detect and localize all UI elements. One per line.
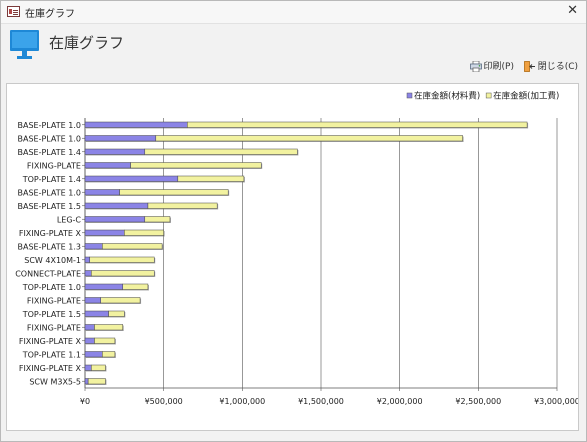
category-label: TOP-PLATE 1.5 [22,310,81,319]
bar-segment [155,135,463,142]
bar-segment [84,135,157,142]
x-tick-label: ¥1,000,000 [219,397,265,406]
print-button-label: 印刷(P) [483,62,514,72]
bar-segment [119,189,229,196]
x-tick-label: ¥2,000,000 [377,397,423,406]
category-label: LEG-C [57,215,82,224]
category-label: FIXING-PLATE X [19,229,82,238]
bar-segment [84,148,146,155]
bar-segment [84,364,92,371]
x-tick-label: ¥1,500,000 [298,397,344,406]
category-label: BASE-PLATE 1.5 [17,202,81,211]
category-label: FIXING-PLATE X [19,337,82,346]
window-title: 在庫グラフ [25,9,75,20]
close-report-button[interactable]: 閉じる(C) [523,59,578,72]
legend-label: 在庫金額(加工費) [493,91,559,102]
bar-segment [84,243,103,250]
bar-segment [91,270,155,277]
bar-segment [144,216,171,223]
x-tick-label: ¥0 [80,397,90,406]
bar-segment [84,378,89,385]
category-label: BASE-PLATE 1.0 [17,121,81,130]
category-label: SCW 4X10M-1 [24,256,81,265]
title-bar: 在庫グラフ ✕ [1,1,586,24]
legend-swatch [406,92,413,99]
bar-segment [84,202,149,209]
form-icon [7,6,20,17]
bar-segment [84,175,179,182]
monitor-icon [10,30,39,59]
window-close-button[interactable]: ✕ [567,3,578,18]
bar-segment [124,229,164,236]
bar-segment [94,337,116,344]
bar-segment [84,162,131,169]
print-button[interactable]: 印刷(P) [469,59,514,72]
bar-segment [84,216,146,223]
category-label: CONNECT-PLATE [15,269,81,278]
legend-swatch [485,92,492,99]
bar-segment [102,351,116,358]
category-label: FIXING-PLATE X [19,364,82,373]
bar-segment [102,243,163,250]
bar-segment [84,270,92,277]
bar-segment [84,256,90,263]
report-header: 在庫グラフ [1,24,586,61]
category-label: FIXING-PLATE [27,161,81,170]
x-tick-label: ¥2,500,000 [455,397,501,406]
category-label: FIXING-PLATE [27,323,81,332]
bar-segment [108,310,125,317]
chart-svg: 在庫金額(材料費) 在庫金額(加工費) ¥0 ¥500,000 ¥1,000,000 ¥1… [15,91,578,407]
printer-icon [469,61,482,72]
bar-segment [177,175,245,182]
bar-segment [84,121,188,128]
bar-segment [87,378,106,385]
bar-segment [130,162,262,169]
category-label: SCW M3X5-5 [29,377,81,386]
inventory-chart: 在庫金額(材料費) 在庫金額(加工費) ¥0 ¥500,000 ¥1,000,000 ¥1… [6,83,579,431]
bar-segment [91,364,106,371]
page-title: 在庫グラフ [49,34,125,52]
bar-segment [84,189,120,196]
category-label: TOP-PLATE 1.0 [22,283,81,292]
bar-segment [84,297,101,304]
category-label: BASE-PLATE 1.0 [17,188,81,197]
bar-segment [94,324,124,331]
category-label: BASE-PLATE 1.0 [17,134,81,143]
close-report-button-label: 閉じる(C) [537,62,578,72]
category-label: BASE-PLATE 1.3 [17,242,81,251]
category-label: TOP-PLATE 1.1 [22,350,81,359]
bar-segment [187,121,528,128]
bar-segment [84,351,103,358]
exit-door-icon [523,61,535,72]
bar-segment [147,202,218,209]
bar-segment [84,229,125,236]
bar-segment [84,283,124,290]
category-label: BASE-PLATE 1.4 [17,148,81,157]
category-label: TOP-PLATE 1.4 [22,175,81,184]
bar-segment [100,297,141,304]
bar-segment [122,283,149,290]
bar-segment [84,324,95,331]
bar-segment [89,256,155,263]
legend-label: 在庫金額(材料費) [414,91,480,102]
bar-segment [84,337,95,344]
bar-segment [144,148,298,155]
bar-segment [84,310,109,317]
category-label: FIXING-PLATE [27,296,81,305]
x-tick-label: ¥3,000,000 [534,397,578,406]
x-tick-label: ¥500,000 [145,397,183,406]
